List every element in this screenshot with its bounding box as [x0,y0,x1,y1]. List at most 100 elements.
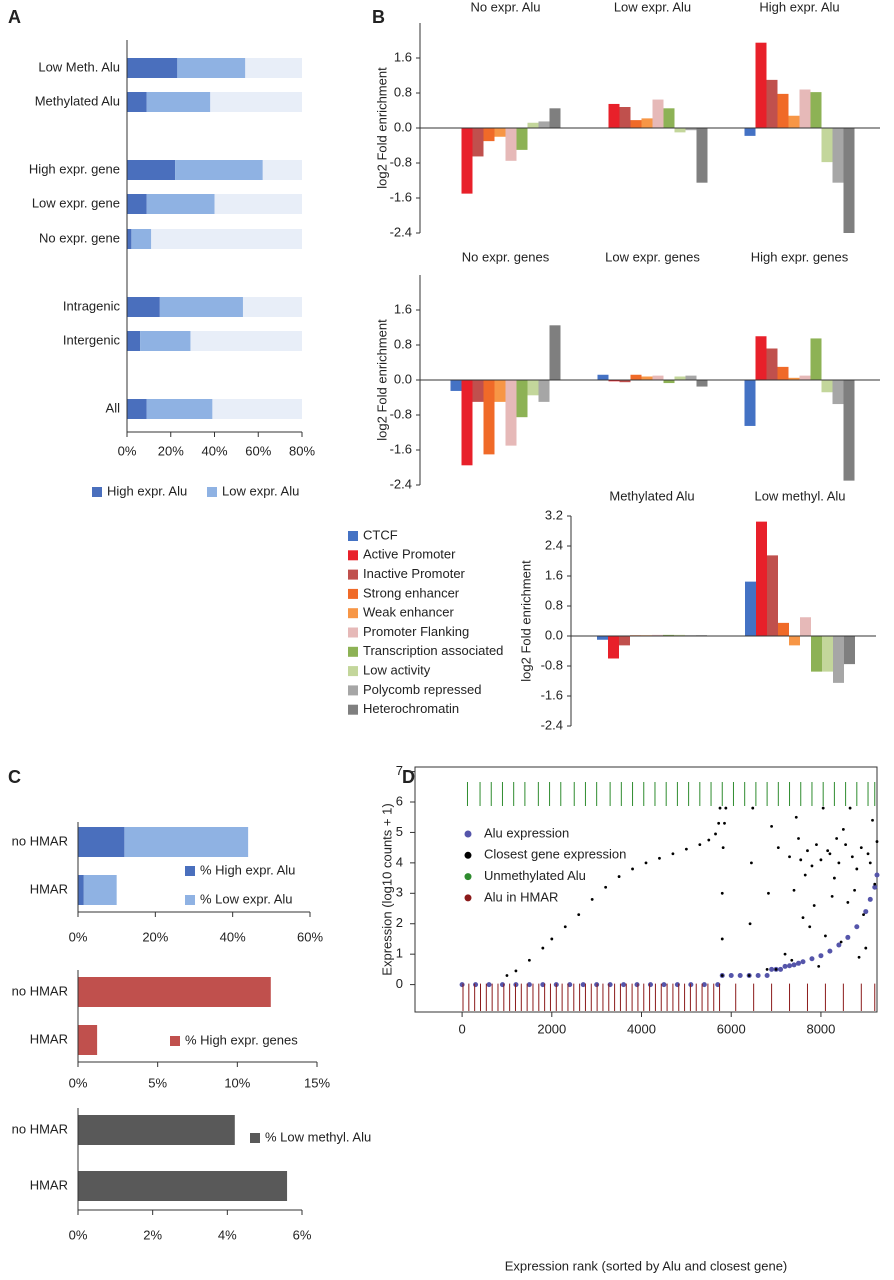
point [737,972,743,978]
point [866,852,870,856]
bar [127,297,160,317]
point [826,849,830,853]
point [567,982,573,988]
bar [696,380,708,387]
bar [641,118,653,128]
y-tick-label: -0.8 [541,657,563,672]
legend-label: % Low methyl. Alu [265,1129,371,1144]
y-tick-label: 0 [396,976,403,991]
point [845,934,851,940]
point [590,897,594,901]
point [859,846,863,850]
point [514,969,518,973]
point [747,974,751,977]
legend-label: % Low expr. Alu [200,891,293,906]
bar [483,380,495,455]
x-tick-label: 60% [297,929,323,944]
point [621,982,627,988]
bar [146,399,213,419]
bar [811,636,822,672]
bar [832,128,844,183]
bar [822,636,833,672]
point [684,847,688,851]
category-label: HMAR [30,1031,68,1046]
bar [810,338,822,380]
category-label: High expr. gene [29,161,120,176]
panel-label: A [8,7,21,27]
y-tick-label: 0.0 [394,371,412,386]
point [459,982,465,988]
point [644,861,648,865]
bar [652,99,664,128]
legend-label: % High expr. genes [185,1032,298,1047]
point [836,942,842,948]
y-tick-label: -0.8 [390,406,412,421]
bar [630,120,642,128]
point [857,955,861,959]
point [631,867,634,871]
bar [127,229,132,249]
y-axis-label: log2 Fold enrichment [518,560,533,682]
legend-swatch [348,704,358,715]
point [617,875,621,878]
y-tick-label: 1 [396,946,403,961]
bar [549,108,561,128]
y-tick-label: 2 [396,915,403,930]
panel-label: B [372,7,385,27]
bar [472,380,484,402]
bar [516,380,528,418]
x-tick-label: 20% [158,443,184,458]
point [848,806,852,810]
x-tick-label: 6% [293,1227,312,1242]
point [819,858,823,862]
plot-frame [414,766,878,1013]
point [661,982,667,988]
legend-swatch [348,531,358,541]
legend-label: Heterochromatin [363,701,459,716]
legend-label: Strong enhancer [363,585,460,600]
group-title: Low methyl. Alu [754,488,845,503]
point [778,966,784,972]
y-tick-label: -0.8 [390,154,412,169]
y-tick-label: 0.0 [394,119,412,134]
point [774,967,778,971]
bar [696,128,708,183]
point [868,861,872,865]
point [815,843,818,847]
point [527,958,531,962]
y-tick-label: 2.4 [545,537,563,552]
point [846,901,850,904]
point [658,856,661,860]
x-tick-label: 0% [69,1075,88,1090]
legend-swatch [170,1036,180,1046]
panel-label: C [8,767,21,787]
bar [788,377,800,380]
point [812,904,816,907]
point [837,861,841,865]
point [671,852,675,856]
y-tick-label: -2.4 [390,224,412,239]
bar [78,875,84,905]
bar [549,325,561,380]
category-label: HMAR [30,1177,68,1192]
legend-swatch [207,487,217,497]
point [853,888,856,892]
legend-label: Alu in HMAR [484,889,558,904]
y-tick-label: 5 [396,824,403,839]
bar [789,636,800,646]
y-axis-label: log2 Fold enrichment [374,319,389,441]
bar [127,399,147,419]
bar [755,42,767,128]
bar [821,380,833,393]
point [806,849,809,853]
bar [78,1025,98,1055]
legend-marker [464,873,472,881]
legend-label: % High expr. Alu [200,862,295,877]
legend-label: Alu expression [484,825,569,840]
point [871,818,874,822]
x-tick-label: 0 [458,1021,465,1036]
y-tick-label: 1.6 [394,301,412,316]
bar [608,636,619,659]
x-tick-label: 20% [142,929,168,944]
bar [788,115,800,128]
